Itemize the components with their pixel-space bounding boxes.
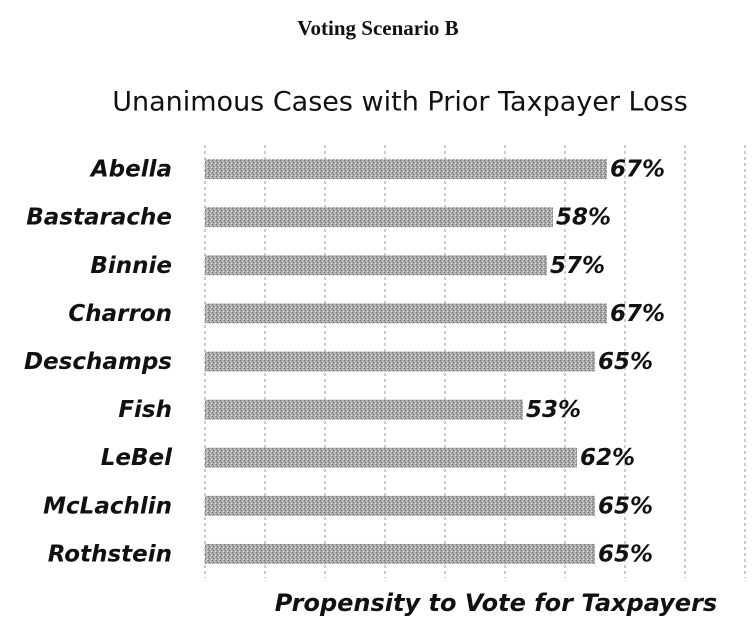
chart-title: Unanimous Cases with Prior Taxpayer Loss	[112, 87, 688, 118]
category-label: LeBel	[101, 445, 173, 471]
category-label: Rothstein	[48, 541, 172, 567]
value-label: 65%	[598, 493, 653, 519]
bar	[205, 351, 595, 372]
value-label: 53%	[526, 397, 581, 423]
bar	[205, 255, 547, 276]
bar	[205, 303, 607, 324]
page-heading: Voting Scenario B	[297, 16, 458, 40]
value-label: 58%	[556, 205, 611, 231]
value-label: 65%	[598, 349, 653, 375]
bar	[205, 159, 607, 180]
bar	[205, 399, 523, 420]
value-label: 67%	[610, 301, 665, 327]
value-label: 62%	[580, 445, 635, 471]
category-label: Charron	[68, 301, 172, 327]
category-label: Fish	[118, 397, 172, 423]
bar	[205, 543, 595, 564]
value-label: 57%	[550, 253, 605, 279]
category-label: McLachlin	[43, 493, 172, 519]
bar	[205, 207, 553, 228]
category-label: Bastarache	[26, 205, 172, 231]
x-axis-label: Propensity to Vote for Taxpayers	[275, 589, 717, 617]
value-label: 67%	[610, 157, 665, 183]
value-label: 65%	[598, 541, 653, 567]
bar	[205, 447, 577, 468]
category-label: Abella	[89, 157, 172, 183]
category-label: Binnie	[90, 253, 172, 279]
category-label: Deschamps	[24, 349, 172, 375]
bar	[205, 495, 595, 516]
